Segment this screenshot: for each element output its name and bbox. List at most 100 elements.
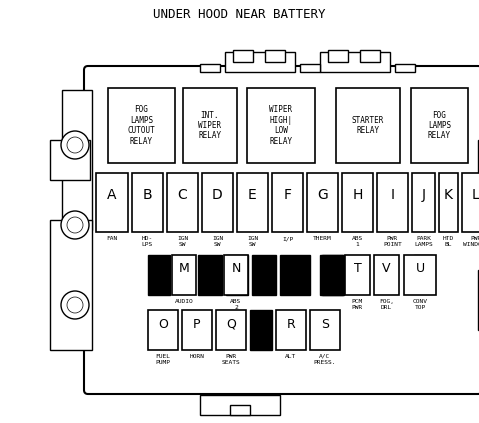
Text: WIPER
HIGH|
LOW
RELAY: WIPER HIGH| LOW RELAY (269, 105, 293, 146)
Bar (202, 173, 233, 232)
Bar (148, 310, 178, 350)
Circle shape (67, 137, 83, 153)
Bar (230, 405, 250, 415)
Text: IGN
SW: IGN SW (247, 236, 258, 247)
Bar (328, 50, 348, 62)
Text: G: G (317, 187, 328, 201)
Text: N: N (231, 263, 240, 275)
Text: E: E (248, 187, 257, 201)
Bar (50, 140, 90, 180)
Bar (132, 173, 163, 232)
Bar (265, 50, 285, 62)
Bar (172, 255, 196, 295)
Bar (478, 270, 479, 330)
Bar (320, 52, 390, 72)
Text: THERM: THERM (313, 236, 332, 241)
Bar (247, 88, 315, 163)
Bar (216, 310, 246, 350)
Text: K: K (444, 187, 453, 201)
Text: HORN: HORN (190, 354, 205, 359)
Text: V: V (382, 263, 391, 275)
Bar (183, 88, 237, 163)
Text: Q: Q (226, 318, 236, 330)
Bar (300, 64, 320, 72)
Bar (200, 64, 220, 72)
Circle shape (61, 131, 89, 159)
Bar (374, 255, 399, 295)
Bar (320, 255, 343, 295)
Bar (224, 255, 248, 295)
Bar (62, 90, 92, 230)
Text: ABS
1: ABS 1 (352, 236, 363, 247)
Bar (336, 88, 400, 163)
Bar (200, 395, 280, 415)
Text: C: C (178, 187, 187, 201)
FancyBboxPatch shape (84, 66, 479, 394)
Bar (411, 88, 468, 163)
Bar (377, 173, 408, 232)
Text: U: U (415, 263, 424, 275)
Bar (404, 255, 436, 295)
Text: I/P: I/P (282, 236, 293, 241)
Text: HD-
LPS: HD- LPS (142, 236, 153, 247)
Bar (478, 140, 479, 220)
Bar (50, 220, 92, 350)
Text: AUDIO: AUDIO (175, 299, 194, 304)
Text: HTD
BL: HTD BL (443, 236, 454, 247)
Bar (96, 173, 128, 232)
Text: B: B (143, 187, 152, 201)
Text: F: F (284, 187, 292, 201)
Text: FAN: FAN (106, 236, 118, 241)
Circle shape (67, 217, 83, 233)
Text: PWR
WINDOWS: PWR WINDOWS (463, 236, 479, 247)
Bar (395, 64, 415, 72)
Text: D: D (212, 187, 223, 201)
Bar (414, 276, 432, 289)
Circle shape (67, 297, 83, 313)
Circle shape (61, 211, 89, 239)
Bar (252, 255, 276, 295)
Bar (272, 173, 303, 232)
Text: UNDER HOOD NEAR BATTERY: UNDER HOOD NEAR BATTERY (153, 8, 326, 21)
Bar (182, 310, 212, 350)
Bar (225, 52, 295, 72)
Bar (322, 255, 344, 295)
Text: M: M (179, 263, 189, 275)
Text: O: O (158, 318, 168, 330)
Text: S: S (321, 318, 329, 330)
Bar (167, 173, 198, 232)
Text: PCM
PWR: PCM PWR (352, 299, 363, 310)
Bar (307, 173, 338, 232)
Bar (310, 310, 340, 350)
Text: FOG,
DRL: FOG, DRL (379, 299, 394, 310)
Text: J: J (422, 187, 425, 201)
Text: FOG
LAMPS
RELAY: FOG LAMPS RELAY (428, 110, 451, 140)
Text: I: I (390, 187, 395, 201)
Bar (342, 173, 373, 232)
Text: P: P (193, 318, 201, 330)
Text: FOG
LAMPS
CUTOUT
RELAY: FOG LAMPS CUTOUT RELAY (127, 105, 155, 146)
Bar (276, 310, 306, 350)
Text: A/C
PRESS.: A/C PRESS. (314, 354, 336, 365)
Bar (360, 50, 380, 62)
Text: T: T (354, 263, 361, 275)
Bar (237, 173, 268, 232)
Bar (412, 173, 435, 232)
Bar (439, 173, 458, 232)
Bar (226, 255, 248, 295)
Bar (414, 255, 432, 270)
Bar (198, 255, 222, 295)
Bar (233, 50, 253, 62)
Circle shape (61, 291, 89, 319)
Bar (108, 88, 175, 163)
Text: L: L (472, 187, 479, 201)
Bar (250, 310, 272, 350)
Bar (148, 255, 170, 295)
Text: INT.
WIPER
RELAY: INT. WIPER RELAY (198, 110, 222, 140)
Text: R: R (286, 318, 296, 330)
Text: PARK
LAMPS: PARK LAMPS (414, 236, 433, 247)
Text: PWR
POINT: PWR POINT (383, 236, 402, 247)
Text: ALT: ALT (285, 354, 297, 359)
Text: FUEL
PUMP: FUEL PUMP (156, 354, 171, 365)
Text: IGN
SW: IGN SW (212, 236, 223, 247)
